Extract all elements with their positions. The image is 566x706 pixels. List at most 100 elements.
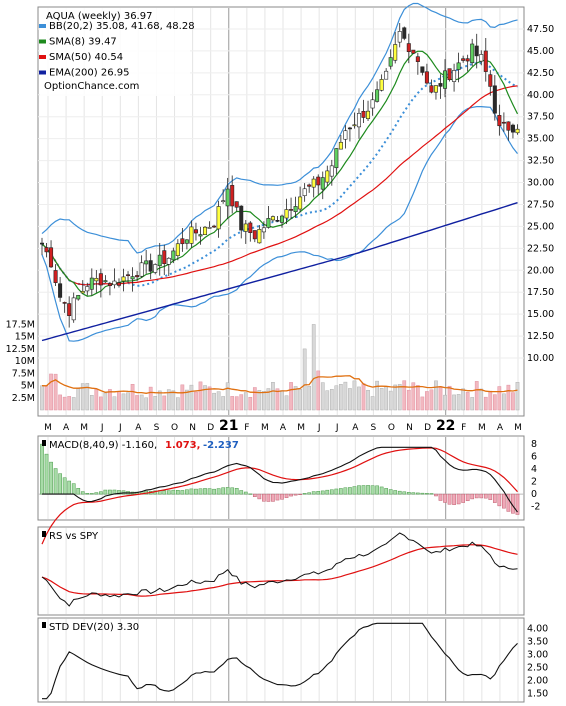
volume-bar [379, 388, 384, 411]
candle-body [492, 85, 497, 114]
candle-body [347, 127, 352, 130]
macd-histogram-bar [329, 489, 334, 495]
candle-body [275, 220, 280, 222]
volume-bar [198, 381, 203, 411]
candle-body [497, 115, 502, 127]
macd-histogram-bar [320, 490, 325, 495]
candle-body [80, 290, 85, 294]
macd-histogram-bar [293, 493, 298, 496]
volume-bar [58, 394, 62, 411]
volume-bar [71, 397, 76, 411]
macd-histogram-bar [189, 488, 194, 495]
candle-body [221, 200, 226, 203]
month-tick-label: M [478, 423, 486, 433]
macd-histogram-bar [375, 485, 379, 495]
std-tick-label: 3.00 [527, 650, 548, 661]
volume-bar [339, 384, 343, 411]
macd-histogram-bar [207, 488, 212, 495]
macd-histogram-bar [99, 491, 103, 495]
std-legend-swatch [42, 622, 46, 628]
month-tick-label: A [497, 423, 504, 433]
macd-histogram-bar [71, 483, 76, 495]
month-tick-label: D [424, 423, 431, 433]
candle-body [501, 121, 506, 124]
candle-body [316, 176, 321, 186]
macd-histogram-bar [434, 493, 438, 497]
candle-body [289, 209, 294, 211]
macd-histogram-bar [198, 488, 203, 495]
std-tick-label: 1.50 [527, 689, 548, 700]
volume-bar [189, 384, 194, 411]
volume-bar [479, 388, 484, 411]
candle-body [506, 121, 511, 131]
macd-histogram-bar [62, 477, 67, 495]
volume-bar [112, 396, 117, 411]
month-tick-label: M [297, 423, 305, 433]
candle-body [234, 201, 239, 208]
candle-body [121, 276, 126, 282]
volume-bar [284, 395, 289, 411]
macd-histogram-bar [316, 491, 321, 495]
candle-body [212, 225, 217, 228]
volume-bar [212, 392, 216, 411]
candle-body [510, 124, 515, 133]
macd-line [42, 446, 518, 513]
volume-bar [185, 389, 189, 411]
candle-body [130, 276, 135, 280]
volume-bar [352, 380, 357, 411]
macd-histogram-bar [497, 493, 502, 507]
candle-body [325, 170, 330, 183]
macd-histogram-bar [474, 493, 479, 499]
month-tick-label: D [207, 423, 214, 433]
price-tick-label: 40.00 [527, 90, 554, 101]
ema200-line [41, 202, 518, 342]
std-dev-line [42, 622, 518, 700]
price-tick-label: 35.00 [527, 134, 554, 145]
price-tick-label: 20.00 [527, 265, 554, 276]
volume-bar [239, 394, 244, 411]
candle-body [429, 85, 434, 93]
candle-body [243, 223, 248, 232]
macd-histogram-bar [447, 493, 452, 505]
price-tick-label: 17.50 [527, 287, 554, 298]
macd-histogram-bar [171, 489, 176, 495]
legend-swatch [39, 70, 46, 75]
macd-histogram-bar [452, 493, 456, 505]
price-tick-label: 37.50 [527, 112, 554, 123]
volume-bar [438, 386, 443, 411]
volume-bar [230, 396, 235, 411]
std-tick-label: 2.00 [527, 676, 548, 687]
legend-swatch [39, 39, 46, 44]
macd-histogram-bar [162, 490, 167, 495]
macd-signal-label: 1.073, [165, 440, 200, 451]
macd-histogram-bar [89, 493, 94, 495]
rs-legend-swatch [42, 531, 46, 537]
volume-bar [53, 373, 58, 411]
volume-layer [40, 324, 520, 411]
candle-body [58, 283, 63, 298]
macd-histogram-bar [275, 493, 280, 501]
candle-body [270, 216, 275, 221]
std-tick-label: 3.50 [527, 637, 548, 648]
macd-histogram-bar [388, 489, 393, 495]
candle-body [107, 283, 112, 287]
volume-bar [361, 383, 366, 411]
volume-bar [320, 382, 325, 411]
macd-histogram-bar [234, 488, 239, 495]
volume-tick-label: 17.5M [6, 319, 35, 330]
candle-body [366, 110, 371, 120]
macd-signal-line [41, 447, 518, 545]
volume-bar [311, 324, 316, 411]
std-tick-label: 2.50 [527, 663, 548, 674]
volume-bar [302, 348, 307, 411]
month-tick-label: N [189, 423, 196, 433]
macd-histogram-bar [515, 493, 520, 515]
candle-body [207, 227, 212, 229]
macd-histogram-bar [175, 490, 180, 495]
month-tick-label: 22 [436, 418, 455, 434]
macd-histogram-bar [302, 493, 307, 495]
macd-histogram-bar [80, 491, 85, 495]
macd-histogram-bar [117, 490, 121, 495]
macd-histogram-bar [67, 480, 72, 495]
macd-tick-label: 4 [531, 464, 537, 475]
